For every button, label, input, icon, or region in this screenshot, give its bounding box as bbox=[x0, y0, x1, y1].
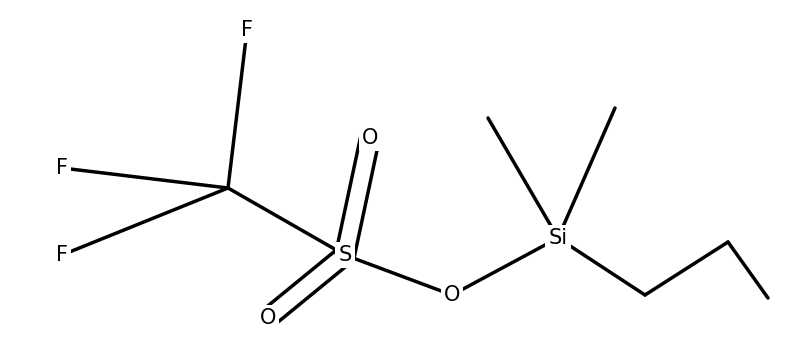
Text: O: O bbox=[444, 285, 460, 305]
Text: F: F bbox=[241, 20, 253, 40]
Text: F: F bbox=[56, 158, 68, 178]
Text: O: O bbox=[260, 308, 276, 328]
Text: S: S bbox=[338, 245, 351, 265]
Text: O: O bbox=[362, 128, 378, 148]
Text: Si: Si bbox=[548, 228, 567, 248]
Text: F: F bbox=[56, 245, 68, 265]
